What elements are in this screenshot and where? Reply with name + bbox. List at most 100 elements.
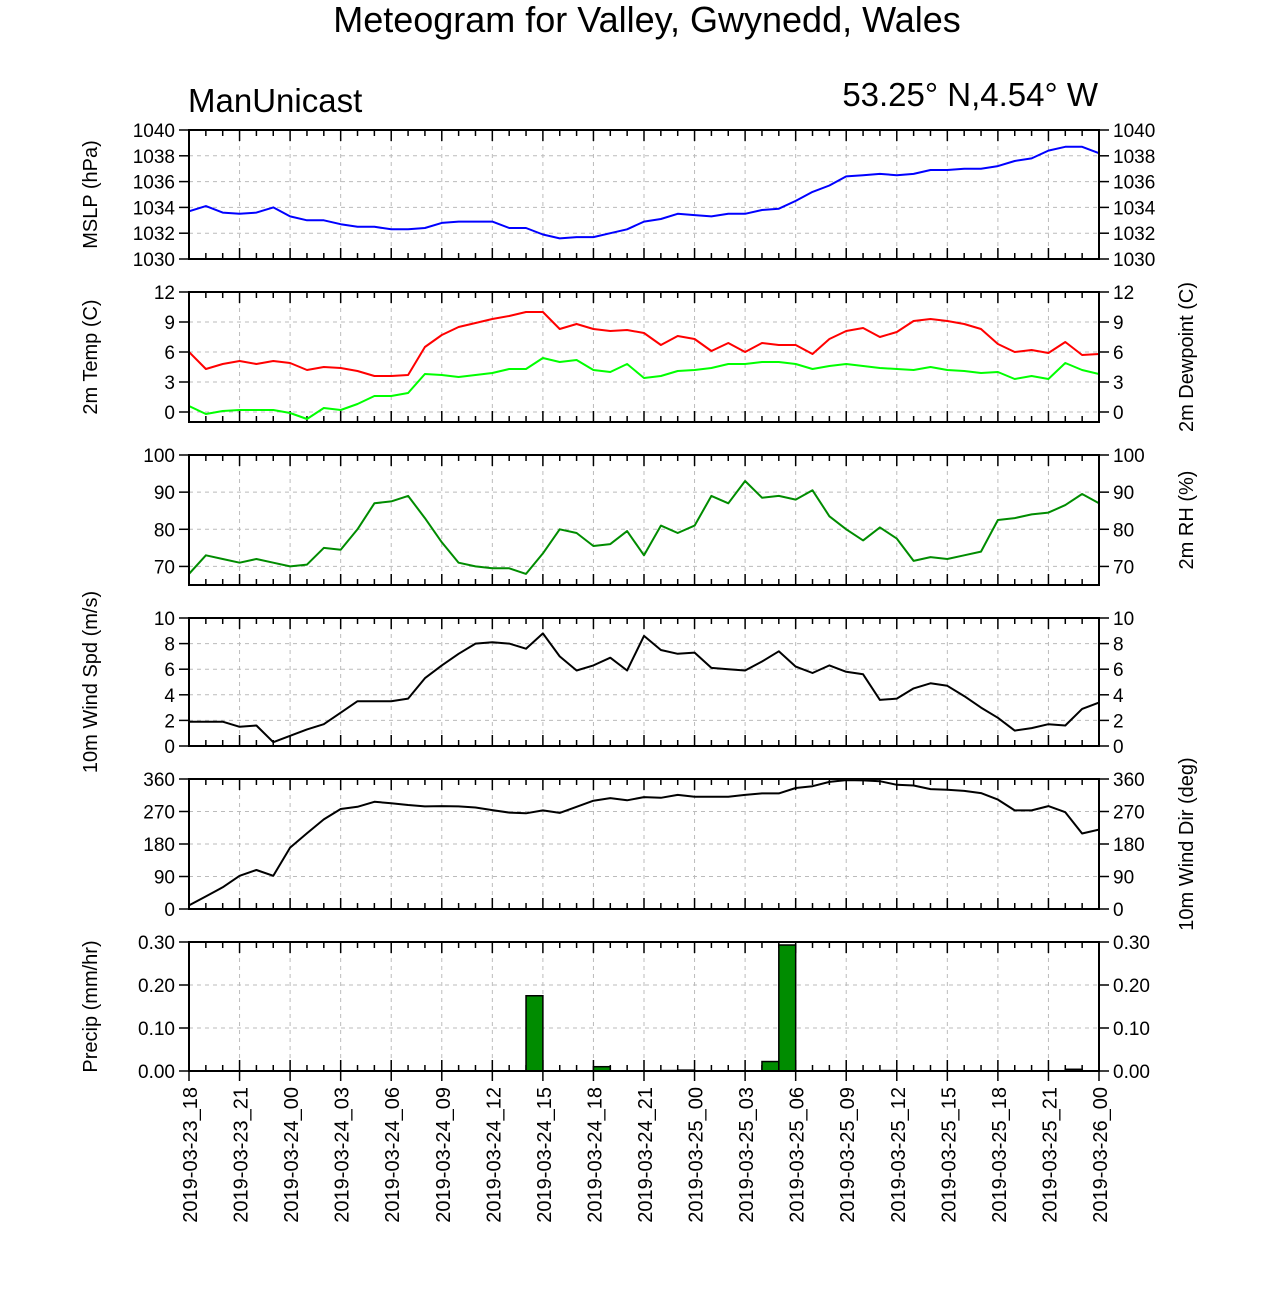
y-tick-label-left: 1038 — [133, 147, 175, 168]
panel-frame — [188, 778, 1100, 910]
y-tick-label-right: 360 — [1113, 770, 1145, 791]
y-tick-label-left: 10 — [154, 609, 175, 630]
series-line-wind_dir — [189, 779, 1099, 907]
x-tick-label: 2019-03-23_21 — [231, 1087, 253, 1223]
panel-frame — [188, 129, 1100, 260]
y-tick-label-left: 8 — [164, 635, 175, 656]
panel-wind_dir: 0 0 90 90 180 180 270 270 360 360 10m Wind Dir (de… — [143, 757, 1198, 930]
x-tick-label: 2019-03-25_15 — [938, 1087, 960, 1223]
y-tick-label-left: 6 — [164, 660, 175, 681]
series-line-dewpoint — [189, 357, 1099, 420]
y-axis-label-right: 10m Wind Dir (deg) — [1176, 757, 1198, 930]
y-tick-label-right: 6 — [1113, 660, 1124, 681]
y-tick-label-left: 1030 — [133, 250, 175, 271]
y-tick-label-left: 90 — [154, 868, 175, 889]
precip-bar — [761, 1060, 780, 1072]
x-tick-label: 2019-03-25_00 — [686, 1087, 708, 1223]
y-tick-label-right: 180 — [1113, 835, 1145, 856]
y-tick-label-left: 4 — [164, 686, 175, 707]
panel-precip: 0.00 0.00 0.10 0.10 0.20 0.20 0.30 0.30 Precip (… — [80, 933, 1150, 1083]
x-tick-label: 2019-03-25_06 — [787, 1087, 809, 1223]
y-tick-label-right: 270 — [1113, 803, 1145, 824]
y-tick-label-right: 3 — [1113, 373, 1124, 394]
panel-frame — [188, 941, 1100, 1072]
y-tick-label-right: 0 — [1113, 737, 1124, 758]
x-tick-label: 2019-03-25_18 — [989, 1087, 1011, 1223]
model-label: ManUnicast — [188, 82, 362, 119]
panel-temp: 0 0 3 3 6 6 9 9 12 12 2m Temp (C) 2m Dewpoint (C) — [80, 282, 1198, 432]
y-tick-label-left: 360 — [143, 770, 175, 791]
y-tick-label-left: 0 — [164, 403, 175, 424]
y-tick-label-right: 0.00 — [1113, 1062, 1150, 1083]
y-tick-label-left: 0.20 — [138, 976, 175, 997]
y-tick-label-right: 0.30 — [1113, 933, 1150, 954]
y-tick-label-right: 80 — [1113, 520, 1134, 541]
x-tick-label: 2019-03-24_21 — [635, 1087, 657, 1223]
x-tick-label: 2019-03-23_18 — [180, 1087, 202, 1223]
x-tick-label: 2019-03-25_03 — [736, 1087, 758, 1223]
panel-rh: 70 70 80 80 90 90 100 100 2m RH (%) — [143, 446, 1198, 586]
y-tick-label-right: 0.20 — [1113, 976, 1150, 997]
series-line-rh — [189, 480, 1099, 575]
x-tick-label: 2019-03-25_21 — [1039, 1087, 1061, 1223]
y-tick-label-left: 3 — [164, 373, 175, 394]
y-axis-label-right: 2m RH (%) — [1176, 471, 1198, 570]
chart-title: Meteogram for Valley, Gwynedd, Wales — [333, 0, 961, 40]
y-tick-label-right: 0.10 — [1113, 1019, 1150, 1040]
panel-frame — [188, 617, 1100, 747]
y-axis-label-left: Precip (mm/hr) — [80, 940, 102, 1072]
y-tick-label-right: 70 — [1113, 557, 1134, 578]
x-tick-label: 2019-03-24_06 — [382, 1087, 404, 1223]
x-tick-label: 2019-03-26_00 — [1090, 1087, 1112, 1223]
y-tick-label-left: 1036 — [133, 173, 175, 194]
y-tick-label-left: 2 — [164, 711, 175, 732]
y-tick-label-left: 6 — [164, 343, 175, 364]
x-tick-label: 2019-03-24_15 — [534, 1087, 556, 1223]
y-tick-label-left: 12 — [154, 283, 175, 304]
y-tick-label-left: 180 — [143, 835, 175, 856]
y-tick-label-left: 0.30 — [138, 933, 175, 954]
y-tick-label-right: 90 — [1113, 483, 1134, 504]
series-line-temp — [189, 311, 1099, 377]
y-axis-label-left: MSLP (hPa) — [80, 140, 102, 249]
x-tick-label: 2019-03-24_12 — [483, 1087, 505, 1223]
y-tick-label-left: 1034 — [133, 198, 176, 219]
location-label: 53.25° N,4.54° W — [842, 76, 1099, 113]
precip-bar — [525, 995, 544, 1072]
y-tick-label-right: 0 — [1113, 900, 1124, 921]
x-tick-label: 2019-03-25_09 — [837, 1087, 859, 1223]
precip-bar — [778, 944, 797, 1072]
y-tick-label-left: 0.00 — [138, 1062, 175, 1083]
y-axis-label-left: 2m Temp (C) — [80, 299, 102, 414]
y-tick-label-right: 4 — [1113, 686, 1124, 707]
panel-wind_spd: 0 0 2 2 4 4 6 6 8 8 10 10 10m Wind Spd (m/s) — [80, 591, 1134, 773]
y-axis-label-left: 10m Wind Spd (m/s) — [80, 591, 102, 773]
y-tick-label-right: 10 — [1113, 609, 1134, 630]
x-tick-label: 2019-03-24_00 — [281, 1087, 303, 1223]
y-tick-label-right: 8 — [1113, 635, 1124, 656]
y-tick-label-left: 1040 — [133, 121, 175, 142]
series-line-mslp — [189, 145, 1099, 240]
y-tick-label-left: 1032 — [133, 224, 175, 245]
y-tick-label-left: 70 — [154, 557, 175, 578]
x-tick-label: 2019-03-24_18 — [584, 1087, 606, 1223]
y-tick-label-left: 270 — [143, 803, 175, 824]
panel-frame — [188, 454, 1100, 586]
x-tick-label: 2019-03-24_09 — [433, 1087, 455, 1223]
y-tick-label-right: 1030 — [1113, 250, 1155, 271]
x-tick-label: 2019-03-24_03 — [332, 1087, 354, 1223]
y-tick-label-right: 9 — [1113, 313, 1124, 334]
y-tick-label-right: 1032 — [1113, 224, 1155, 245]
y-tick-label-right: 1038 — [1113, 147, 1155, 168]
y-tick-label-right: 12 — [1113, 283, 1134, 304]
y-tick-label-right: 90 — [1113, 868, 1134, 889]
y-tick-label-right: 0 — [1113, 403, 1124, 424]
y-tick-label-right: 1040 — [1113, 121, 1155, 142]
panel-mslp: 1030 1030 1032 1032 1034 1034 1036 1036 1038 1038… — [80, 121, 1156, 271]
y-tick-label-left: 0 — [164, 900, 175, 921]
panel-frame — [188, 291, 1100, 423]
y-tick-label-left: 100 — [143, 446, 175, 467]
x-tick-label: 2019-03-25_12 — [888, 1087, 910, 1223]
